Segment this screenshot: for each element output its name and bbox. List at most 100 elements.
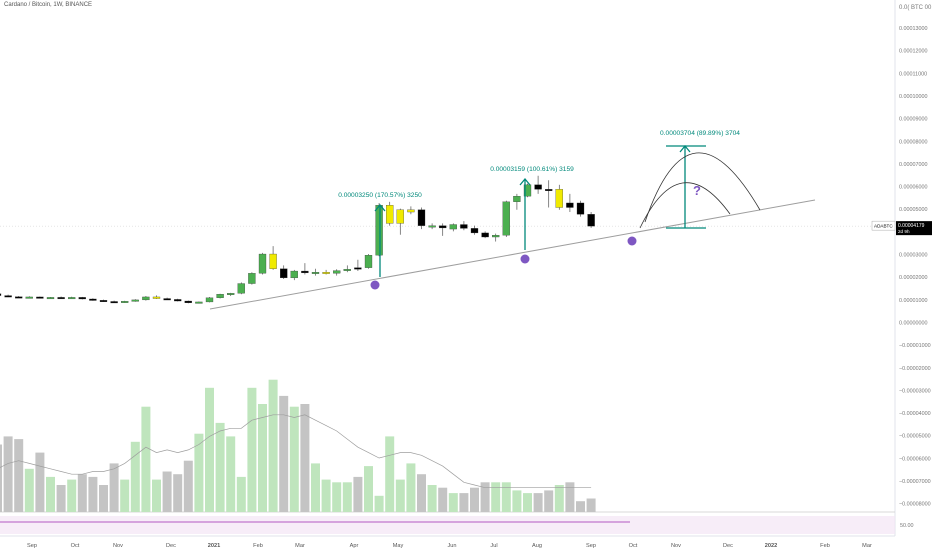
price-tick-label: 0.00002000 <box>899 275 927 281</box>
price-axis-unit: 0.0( BTC 00 <box>899 5 932 11</box>
volume-bar <box>523 493 532 512</box>
time-tick-label: Aug <box>532 543 542 549</box>
candle <box>534 184 542 190</box>
volume-bar <box>247 387 257 512</box>
volume-bar <box>353 476 363 512</box>
volume-bar <box>120 479 130 512</box>
time-tick-label: Nov <box>113 543 123 549</box>
price-tick-label: 0.00000000 <box>899 320 927 326</box>
candle <box>470 228 479 234</box>
last-price-countdown: 2d 9h <box>898 229 910 234</box>
time-tick-label: May <box>393 543 404 549</box>
volume-bar <box>374 495 384 512</box>
candle <box>428 225 436 228</box>
candle <box>386 205 394 224</box>
candle <box>364 255 373 268</box>
volume-bar <box>35 452 45 512</box>
volume-bar <box>141 406 151 512</box>
rsi-band <box>0 516 895 534</box>
candle <box>121 301 129 303</box>
candle <box>311 272 320 274</box>
volume-bar <box>24 468 34 512</box>
volume-bar <box>406 463 416 512</box>
candle <box>258 253 267 274</box>
candle <box>280 268 288 279</box>
price-tick-label: 0.00010000 <box>899 94 927 100</box>
time-tick-label: Mar <box>295 543 305 549</box>
volume-bar <box>183 460 193 512</box>
time-tick-label: Dec <box>166 543 176 549</box>
last-price-badge <box>896 221 932 236</box>
candle <box>523 184 532 197</box>
candle <box>205 297 214 303</box>
time-tick-label: Apr <box>350 543 359 549</box>
candle <box>481 232 489 238</box>
candle <box>343 269 351 271</box>
projection-arc-large <box>644 152 761 223</box>
price-tick-label: −0.00007000 <box>899 479 931 485</box>
candle <box>152 296 161 299</box>
candle <box>375 205 383 256</box>
candle <box>227 293 235 295</box>
volume-bar <box>99 485 108 512</box>
candle <box>513 195 521 202</box>
volume-bar <box>258 404 267 512</box>
candle <box>555 189 563 208</box>
candle <box>0 293 2 296</box>
time-tick-label: Mar <box>862 543 872 549</box>
trend-line <box>209 199 816 310</box>
candle <box>4 295 12 298</box>
price-tick-label: 0.00011000 <box>899 71 927 77</box>
annotation-1: 0.00003250 (170.57%) 3250 <box>338 192 422 199</box>
candle <box>396 209 404 224</box>
candle <box>174 299 182 302</box>
volume-bar <box>162 471 172 512</box>
candle <box>502 201 510 236</box>
time-tick-label: Jun <box>447 543 456 549</box>
candle <box>322 272 330 274</box>
candle <box>576 202 585 215</box>
volume-ma-line <box>0 414 592 489</box>
price-tick-label: −0.00006000 <box>899 456 931 462</box>
candle <box>163 298 171 301</box>
volume-bar <box>438 487 448 512</box>
annotation-2: 0.00003159 (100.61%) 3159 <box>490 166 574 173</box>
candle <box>195 301 203 304</box>
projection-arc-small <box>639 182 731 229</box>
volume-bar <box>395 479 405 512</box>
volume-bar <box>236 476 246 512</box>
volume-bar <box>205 387 214 512</box>
time-tick-label: Feb <box>820 543 830 549</box>
candle <box>131 299 139 302</box>
volume-bar <box>173 474 183 512</box>
volume-bar <box>67 479 77 512</box>
candle <box>492 235 500 238</box>
volume-bar <box>130 441 140 512</box>
volume-bar <box>586 498 596 512</box>
time-tick-label: Jul <box>490 543 497 549</box>
candle <box>57 297 65 300</box>
candle <box>237 283 245 294</box>
price-tick-label: −0.00004000 <box>899 411 931 417</box>
candle <box>587 214 595 227</box>
symbol-badge-label: ADABTC <box>874 224 893 229</box>
volume-bar <box>56 485 66 512</box>
rsi-axis-label: 50.00 <box>900 523 914 529</box>
volume-bar <box>321 479 331 512</box>
price-tick-label: 0.00009000 <box>899 117 927 123</box>
volume-bar <box>109 463 119 512</box>
price-tick-label: −0.00008000 <box>899 502 931 508</box>
time-tick-label: 2022 <box>765 543 777 549</box>
candle <box>407 209 415 213</box>
price-tick-label: −0.00005000 <box>899 434 931 440</box>
candle <box>290 270 298 279</box>
candle <box>142 296 150 301</box>
candle <box>354 267 362 270</box>
pivot-dot <box>370 280 380 290</box>
projection-arrow-2-head <box>519 177 531 186</box>
symbol-badge <box>871 220 896 231</box>
volume-bar <box>342 482 352 512</box>
time-tick-label: Feb <box>253 543 263 549</box>
candle <box>417 209 426 226</box>
